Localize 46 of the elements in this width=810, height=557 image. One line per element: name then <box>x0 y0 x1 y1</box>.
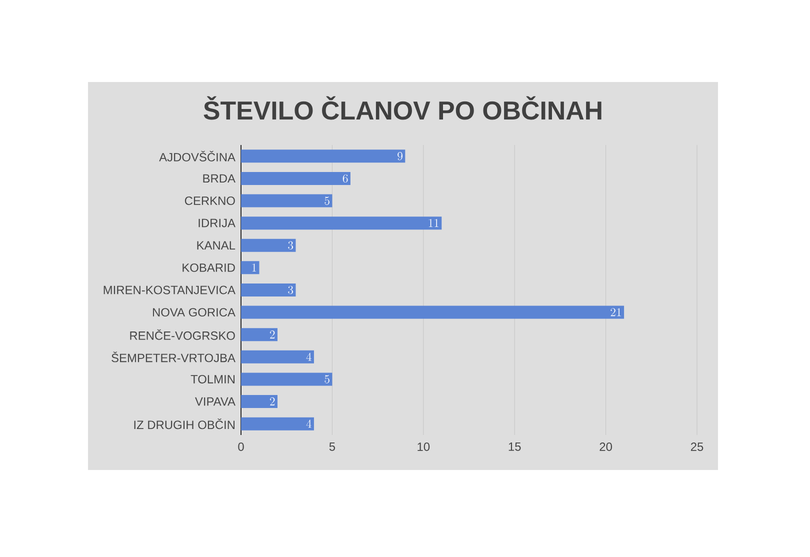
data-label: 11 <box>428 218 438 227</box>
data-label: 2 <box>270 397 275 406</box>
x-tick-label: 0 <box>238 442 244 451</box>
y-tick-label: KANAL <box>197 241 236 250</box>
bar <box>241 328 278 342</box>
bar <box>241 306 624 319</box>
data-label: 2 <box>270 330 275 338</box>
data-label: 4 <box>306 352 312 361</box>
x-tick-label: 10 <box>418 442 430 451</box>
y-tick-label: MIREN-KOSTANJEVICA <box>104 286 236 294</box>
data-label: 1 <box>252 264 256 272</box>
bar <box>241 172 350 185</box>
bar <box>241 395 278 408</box>
y-tick-label: VIPAVA <box>195 397 236 406</box>
x-tick-label: 5 <box>329 442 336 451</box>
y-tick-label: KOBARID <box>182 263 235 272</box>
y-tick-label: CERKNO <box>184 196 235 205</box>
data-label: 21 <box>610 308 621 316</box>
y-tick-label: RENČE-VOGRSKO <box>130 329 235 340</box>
data-label: 5 <box>324 196 330 205</box>
data-label: 6 <box>342 174 348 183</box>
bar <box>241 238 296 252</box>
data-label: 4 <box>306 420 312 428</box>
x-tick-label: 20 <box>600 442 612 451</box>
bar <box>241 350 314 364</box>
bar <box>241 417 314 430</box>
bar <box>241 216 442 230</box>
y-tick-label: IDRIJA <box>198 218 236 228</box>
data-label: 9 <box>398 152 402 160</box>
bar <box>241 150 406 163</box>
data-label: 3 <box>288 286 294 294</box>
data-label: 3 <box>288 241 294 250</box>
y-tick-label: ŠEMPETER-VRTOJBA <box>112 352 236 362</box>
y-tick-label: BRDA <box>203 174 236 183</box>
y-tick-label: TOLMIN <box>190 374 235 384</box>
bar <box>241 194 332 208</box>
bar <box>241 372 332 386</box>
x-tick-label: 15 <box>508 442 521 451</box>
y-tick-label: IZ DRUGIH OBČIN <box>134 418 235 430</box>
y-tick-label: AJDOVŠČINA <box>159 150 236 162</box>
chart-title: ŠTEVILO ČLANOV PO OBČINAH <box>204 96 602 120</box>
bar <box>241 261 260 274</box>
bar <box>241 283 296 296</box>
y-tick-label: NOVA GORICA <box>152 308 236 317</box>
x-tick-label: 25 <box>690 442 704 451</box>
data-label: 5 <box>324 375 330 384</box>
